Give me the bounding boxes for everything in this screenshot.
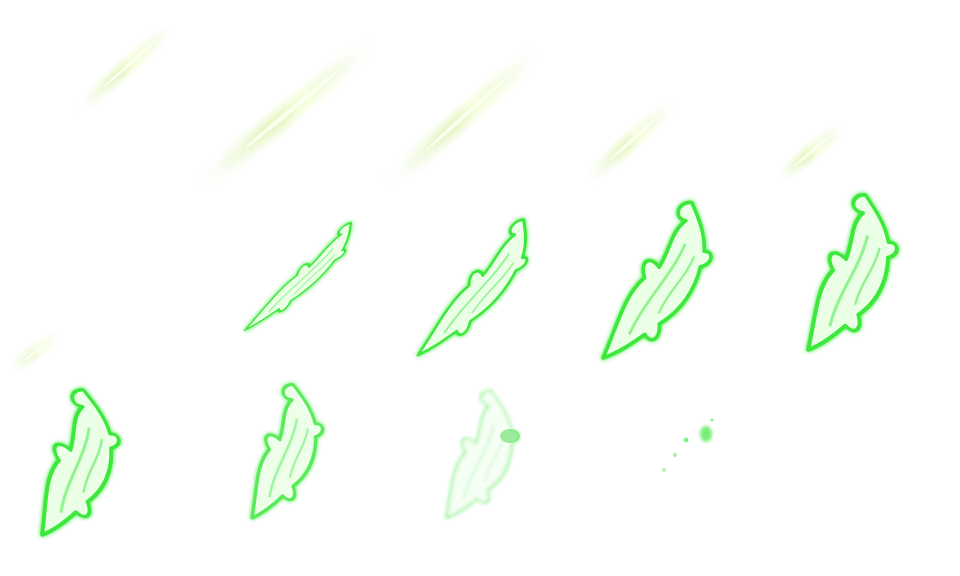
flame-frame bbox=[662, 418, 714, 472]
flame-wisp bbox=[500, 429, 520, 443]
streak-frame bbox=[200, 42, 370, 188]
flame-frame bbox=[571, 199, 740, 376]
flame-frame bbox=[235, 221, 366, 337]
flame-frame bbox=[217, 382, 344, 531]
streak-frame bbox=[585, 101, 674, 183]
streak-frame bbox=[77, 24, 173, 112]
streak-frame bbox=[776, 123, 844, 182]
flame-frame bbox=[412, 388, 541, 532]
streak-frame bbox=[387, 50, 537, 187]
flame-frame bbox=[768, 191, 923, 366]
flame-frame bbox=[1, 386, 143, 550]
flame-frame bbox=[399, 217, 552, 367]
streak-frame bbox=[9, 330, 62, 374]
